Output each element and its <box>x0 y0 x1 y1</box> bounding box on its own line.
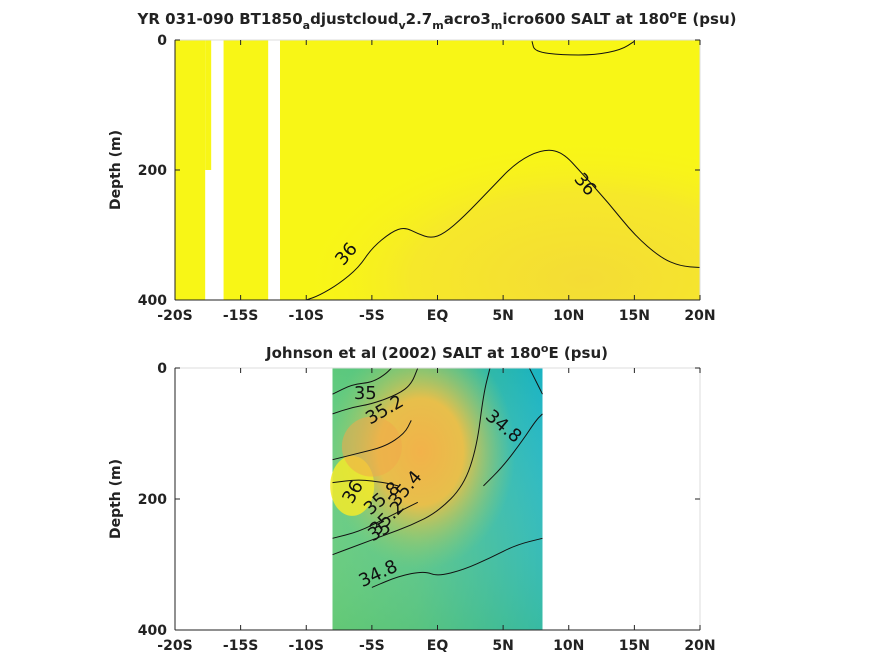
x-tick-label: EQ <box>427 638 449 654</box>
contour-line <box>306 149 700 300</box>
x-tick-label: -5S <box>359 638 385 654</box>
x-tick-label: 10N <box>553 308 584 324</box>
salinity-field-shading <box>175 40 700 300</box>
x-tick-label: -5S <box>359 308 385 324</box>
x-tick-label: -10S <box>289 308 324 324</box>
contour-line <box>332 368 491 556</box>
y-tick-label: 200 <box>138 163 167 179</box>
x-tick-label: EQ <box>427 308 449 324</box>
chart-title: YR 031-090 BT1850adjustcloudv2.7macro3mi… <box>137 8 737 32</box>
contour-line <box>332 368 392 395</box>
contour-line <box>332 501 419 539</box>
missing-data-strip <box>268 40 280 300</box>
x-tick-label: 20N <box>684 638 715 654</box>
contour-line <box>371 537 543 588</box>
x-tick-label: -15S <box>223 638 258 654</box>
x-tick-label: -15S <box>223 308 258 324</box>
y-axis-label: Depth (m) <box>108 459 124 539</box>
x-tick-label: 10N <box>553 638 584 654</box>
contour-line <box>531 40 635 56</box>
x-tick-label: -20S <box>157 638 192 654</box>
y-tick-label: 200 <box>138 492 167 508</box>
y-tick-label: 0 <box>157 33 167 49</box>
contour-line <box>528 368 543 395</box>
contour-line <box>332 368 419 415</box>
x-tick-label: -10S <box>289 638 324 654</box>
y-tick-label: 0 <box>157 361 167 377</box>
y-tick-label: 400 <box>138 623 167 639</box>
y-tick-label: 400 <box>138 293 167 309</box>
contour-line <box>332 420 412 461</box>
contour-label: 35 <box>354 383 377 404</box>
salinity-core-upper <box>341 416 402 477</box>
x-tick-label: 5N <box>492 308 513 324</box>
x-tick-label: 15N <box>619 308 650 324</box>
contour-line <box>483 413 543 487</box>
x-tick-label: 5N <box>492 638 513 654</box>
y-axis-label: Depth (m) <box>108 130 124 210</box>
chart-title: Johnson et al (2002) SALT at 180oE (psu) <box>265 342 608 362</box>
x-tick-label: 20N <box>684 308 715 324</box>
contour-line <box>332 479 399 487</box>
missing-data-strip-edge <box>205 40 212 170</box>
x-tick-label: -20S <box>157 308 192 324</box>
x-tick-label: 15N <box>619 638 650 654</box>
